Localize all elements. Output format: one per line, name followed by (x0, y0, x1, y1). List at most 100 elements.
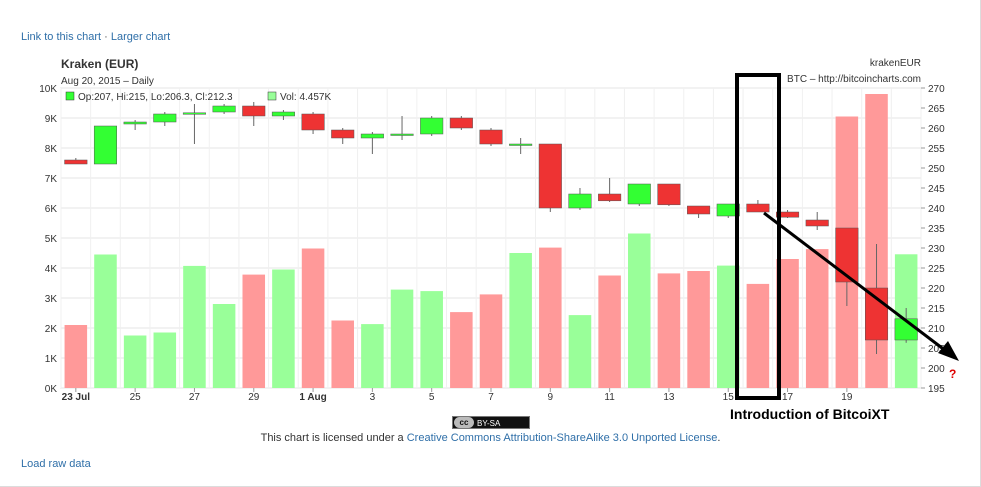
right-tick-label: 265 (928, 104, 945, 115)
volume-bar (183, 265, 206, 388)
candle-body (182, 112, 206, 115)
candle-body (331, 129, 355, 139)
license-suffix: . (717, 432, 721, 444)
volume-bar (450, 312, 473, 388)
candle-body (776, 211, 800, 218)
x-tick-label: 25 (130, 392, 142, 403)
candle-body (509, 143, 533, 146)
volume-bar (687, 271, 710, 388)
x-tick-label: 5 (429, 392, 435, 403)
x-tick-label: 13 (663, 392, 675, 403)
legend-ohlc: Op:207, Hi:215, Lo:206.3, Cl:212.3 (78, 92, 233, 103)
load-raw-data-link[interactable]: Load raw data (21, 458, 91, 470)
annotations: ? Introduction of BitcoiXT (730, 73, 959, 422)
volume-bar (628, 233, 651, 388)
volume-bar (64, 325, 88, 388)
left-tick-label: 10K (39, 84, 57, 95)
left-tick-label: 6K (45, 204, 58, 215)
annotation-trend-arrow (763, 211, 951, 356)
candle-body (538, 143, 562, 209)
chart-source: BTC – http://bitcoincharts.com (787, 74, 921, 85)
right-tick-label: 210 (928, 324, 945, 335)
volume-bar (331, 320, 354, 388)
x-tick-label: 17 (782, 392, 794, 403)
legend-vol: Vol: 4.457K (280, 92, 331, 103)
license-text: This chart is licensed under a Creative … (0, 432, 981, 444)
right-tick-label: 255 (928, 144, 945, 155)
annotation-highlight-box (735, 73, 781, 400)
right-tick-label: 230 (928, 244, 945, 255)
annotation-arrow-head (938, 341, 959, 361)
x-tick-label: 9 (548, 392, 554, 403)
candle-body (627, 183, 651, 205)
x-tick-label: 29 (248, 392, 260, 403)
volume-bar (272, 269, 295, 388)
candle-body (360, 133, 384, 139)
link-to-chart[interactable]: Link to this chart (21, 31, 102, 43)
volume-bar (598, 275, 621, 388)
volume-bar (242, 274, 266, 388)
candle-body (420, 117, 444, 135)
chart-symbol: krakenEUR (870, 58, 921, 69)
x-tick-label: 1 Aug (299, 392, 326, 403)
candle-body (598, 193, 622, 202)
right-tick-label: 260 (928, 124, 945, 135)
candle-body (390, 133, 414, 136)
annotation-label: Introduction of BitcoiXT (730, 406, 890, 422)
right-tick-label: 220 (928, 284, 945, 295)
candle-body (212, 105, 236, 113)
volume-bar (479, 294, 503, 388)
chart-subtitle: Aug 20, 2015 – Daily (61, 76, 154, 87)
x-tick-label: 7 (488, 392, 494, 403)
left-tick-label: 3K (45, 294, 58, 305)
right-tick-label: 240 (928, 204, 945, 215)
candle-body (657, 183, 681, 206)
left-tick-label: 1K (45, 354, 58, 365)
legend-ohlc-swatch (65, 91, 75, 101)
right-tick-label: 245 (928, 184, 945, 195)
candle-body (153, 113, 177, 123)
volume-bar (420, 291, 443, 388)
volume-bar (301, 248, 325, 388)
right-tick-label: 205 (928, 344, 945, 355)
annotation-question-mark: ? (949, 367, 956, 381)
volume-bar (94, 254, 117, 388)
cc-badge-text: BY-SA (477, 419, 501, 428)
volume-bar (716, 265, 740, 388)
candle-body (301, 113, 325, 131)
candle-body (479, 129, 503, 145)
candle-body (271, 111, 295, 117)
volume-bar (657, 273, 681, 388)
left-tick-label: 8K (45, 144, 58, 155)
x-tick-label: 27 (189, 392, 201, 403)
candle-body (568, 193, 592, 209)
license-prefix: This chart is licensed under a (260, 432, 407, 444)
left-tick-label: 7K (45, 174, 58, 185)
volume-bar (212, 304, 236, 388)
x-tick-label: 15 (723, 392, 735, 403)
volume-bar (805, 249, 829, 388)
volume-bar (776, 259, 799, 388)
top-links: Link to this chart · Larger chart (21, 31, 170, 43)
x-tick-label: 23 Jul (62, 392, 91, 403)
cc-license-badge[interactable]: cc BY-SA (452, 416, 530, 429)
right-tick-label: 250 (928, 164, 945, 175)
candlesticks (64, 102, 918, 354)
volume-bar (568, 315, 592, 388)
license-link[interactable]: Creative Commons Attribution-ShareAlike … (406, 432, 718, 444)
candle-body (835, 227, 859, 283)
larger-chart-link[interactable]: Larger chart (110, 31, 171, 43)
left-tick-label: 9K (45, 114, 58, 125)
cc-logo: cc (454, 417, 474, 428)
candle-body (746, 203, 770, 213)
right-tick-label: 235 (928, 224, 945, 235)
volume-bar (390, 289, 414, 388)
candle-body (716, 203, 740, 217)
left-tick-label: 4K (45, 264, 58, 275)
left-tick-label: 5K (45, 234, 58, 245)
left-tick-label: 0K (45, 384, 58, 395)
candle-body (64, 159, 88, 165)
right-tick-label: 270 (928, 84, 945, 95)
candle-body (93, 125, 118, 165)
